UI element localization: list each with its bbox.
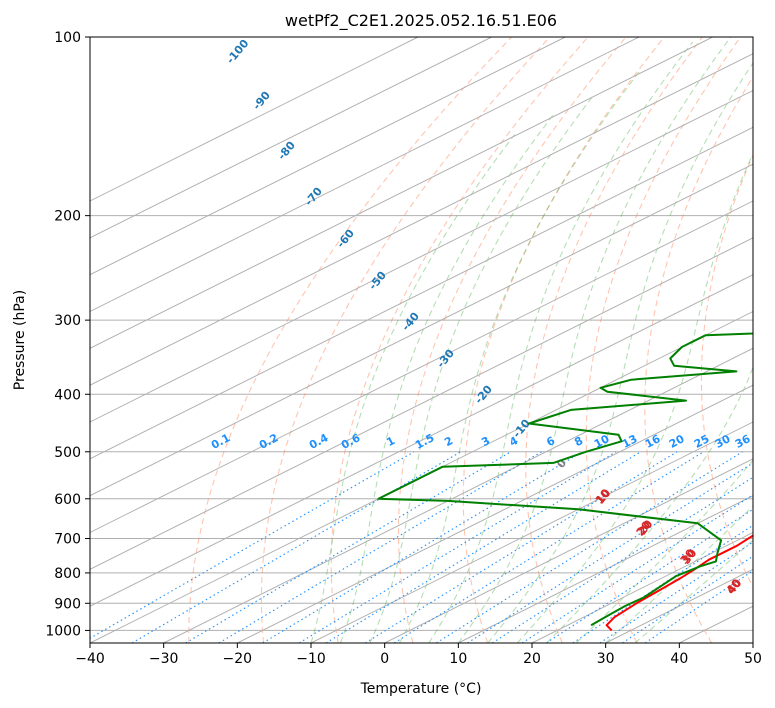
moist-adiabat [575,459,753,643]
x-tick-label: −10 [296,651,326,667]
isotherm-line [90,37,492,239]
mixing-ratio-line [262,451,583,643]
mixing-ratio-line [218,451,542,643]
series-layer [377,332,753,632]
moist-adiabat [369,96,594,643]
isotherm-line [458,495,753,643]
dry-adiabat [462,37,665,643]
isotherm-line [90,89,753,423]
x-tick-label: −40 [75,651,105,667]
y-tick-label: 100 [54,30,81,46]
dry-adiabat [700,154,753,589]
y-tick-label: 700 [54,532,81,548]
dry-adiabat [585,37,741,643]
isotherm-line [90,200,753,534]
dry-adiabat [397,37,627,643]
axes-layer: −40 −30 −20 −10 0 10 20 30 40 50 100 200 300 400 500 60… [45,30,762,667]
isotherm-line [163,347,753,643]
moist-adiabat [634,539,753,643]
mixing-ratio-label: 13 [620,432,640,451]
x-axis-title: Temperature (°C) [360,681,482,697]
x-tick-label: 30 [597,651,615,667]
isotherm-line [90,126,753,460]
isotherm-line [90,237,753,570]
mixing-ratio-label: 25 [692,432,712,451]
moist-adiabat [310,134,516,643]
chart-title: wetPf2_C2E1.2025.052.16.51.E06 [285,11,557,31]
moist-adiabat [339,112,556,643]
y-tick-label: 600 [54,492,81,508]
dry-adiabat [188,37,512,643]
isotherm-line [90,274,753,607]
mixing-ratio-label: 30 [713,432,733,451]
y-tick-label: 1000 [45,623,81,639]
x-tick-label: 40 [670,651,688,667]
isotherm-line [531,531,753,643]
isotherm-line [90,37,419,202]
y-tick-label: 200 [54,209,81,225]
mixing-ratio-label: 20 [667,432,687,451]
mixing-ratio-label: 16 [643,432,663,451]
mixing-ratio-line [325,451,642,643]
y-tick-label: 400 [54,387,81,403]
isotherm-line [237,384,753,643]
x-tick-label: 50 [744,651,762,667]
isotherm-line [384,458,753,643]
mixing-ratio-line [185,451,512,643]
mixing-ratio-line [492,476,753,643]
dry-adiabat [525,37,703,643]
dry-adiabat [644,75,753,643]
moist-adiabat [605,505,753,643]
plot-frame [89,36,754,644]
dry-adiabat [260,37,551,643]
moist-adiabat [487,61,753,643]
dewpoint-profile-line [377,332,753,627]
isotherm-line [310,421,753,643]
x-tick-label: 20 [523,651,541,667]
mixing-ratio-line [298,451,617,643]
y-tick-label: 900 [54,596,81,612]
mixing-ratio-line [521,494,753,643]
isotherm-line [90,53,753,386]
isotherm-line [90,37,566,276]
x-tick-label: −30 [149,651,179,667]
x-tick-label: 0 [380,651,389,667]
x-tick-label: −20 [223,651,253,667]
y-tick-label: 500 [54,445,81,461]
x-tick-label: 10 [449,651,467,667]
y-tick-label: 800 [54,566,81,582]
plot-area: -100-90-80-70-60-50-40-30-20-10010203040… [90,37,753,643]
y-axis-title: Pressure (hPa) [12,290,28,390]
isotherm-layer [90,37,753,643]
mixing-ratio-label: 36 [733,432,753,451]
isotherm-line [90,37,640,313]
grid-layer [90,37,753,631]
moist-adiabat [428,41,694,643]
isotherm-line [90,163,753,497]
y-tick-label: 300 [54,313,81,329]
isotherm-line [90,37,713,349]
moist-adiabat [398,70,641,643]
mixing-ratio-line [365,451,678,643]
